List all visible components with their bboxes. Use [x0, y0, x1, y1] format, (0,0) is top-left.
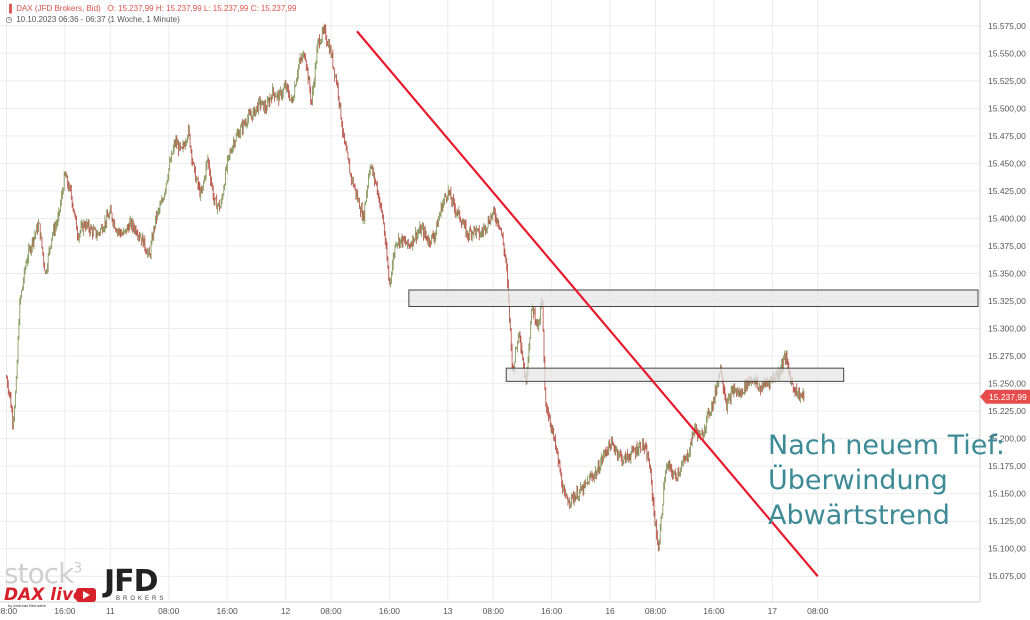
daxlive-logo-subtitle: by Andreas Bernstein [8, 603, 47, 608]
ohlc-readout: O: 15.237,99 H: 15.237,99 L: 15.237,99 C… [107, 4, 297, 13]
y-tick-label: 15.300,00 [988, 324, 1026, 334]
annotation-line-2: Überwindung [768, 465, 948, 496]
trendline-layer [356, 30, 819, 577]
bar-chart-icon: ▐ [6, 4, 12, 13]
x-tick-label: 08:00 [807, 606, 829, 616]
y-tick-label: 15.150,00 [988, 489, 1026, 499]
x-tick-label: 16:00 [703, 606, 725, 616]
chart-grid [0, 0, 980, 602]
play-icon [76, 588, 96, 602]
x-tick-label: 08:00 [483, 606, 505, 616]
y-tick-label: 15.075,00 [988, 571, 1026, 581]
annotation-line-3: Abwärtstrend [768, 500, 950, 531]
x-tick-label: 08:00 [645, 606, 667, 616]
x-tick-label: 08:00 [158, 606, 180, 616]
stock3-logo-text: stock [4, 557, 74, 590]
last-price-tag: 15.237,99 [980, 389, 1030, 404]
chart-header-line1: ▐ DAX (JFD Brokers, Bid) O: 15.237,99 H:… [4, 4, 296, 13]
stock3-logo: stock3 [4, 557, 82, 590]
daxlive-logo: DAX live [4, 585, 85, 605]
x-tick-label: 08:00 [320, 606, 342, 616]
x-tick-label: 17 [768, 606, 778, 616]
x-axis: 08:00 16:00 11 08:00 16:00 12 08:00 16:00 13 08:0… [0, 601, 980, 616]
x-tick-label: 16:00 [54, 606, 76, 616]
jfd-logo-subtitle: BROKERS [116, 596, 167, 602]
x-tick-label: 12 [281, 606, 291, 616]
y-tick-label: 15.525,00 [988, 76, 1026, 86]
y-tick-label: 15.275,00 [988, 351, 1026, 361]
y-tick-label: 15.100,00 [988, 544, 1026, 554]
y-tick-label: 15.375,00 [988, 241, 1026, 251]
price-series [6, 23, 805, 552]
y-tick-label: 15.350,00 [988, 268, 1026, 278]
y-tick-label: 15.400,00 [988, 213, 1026, 223]
x-tick-label: 11 [106, 606, 115, 616]
resistance-zone [408, 289, 979, 308]
clock-icon: ◷ [5, 15, 13, 24]
y-tick-label: 15.125,00 [988, 516, 1026, 526]
stock3-logo-sup: 3 [73, 560, 82, 577]
y-tick-label: 15.250,00 [988, 379, 1026, 389]
x-tick-label: 16 [605, 606, 615, 616]
y-tick-label: 15.475,00 [988, 131, 1026, 141]
price-tag-shape [980, 389, 1030, 404]
y-tick-label: 15.425,00 [988, 186, 1026, 196]
x-tick-label: 08:00 [0, 606, 17, 616]
resistance-zone [505, 367, 845, 382]
chart-header-line2: ◷ 10.10.2023 06:36 - 06:37 (1 Woche, 1 M… [4, 15, 180, 24]
y-tick-label: 15.200,00 [988, 434, 1026, 444]
y-tick-label: 15.225,00 [988, 406, 1026, 416]
annotation-line-1: Nach neuem Tief: [768, 430, 1006, 461]
y-tick-label: 15.575,00 [988, 21, 1026, 31]
downtrend-line [356, 30, 819, 577]
instrument-title: DAX (JFD Brokers, Bid) [16, 4, 101, 13]
y-axis: 15.075,00 15.100,00 15.125,00 15.150,00 15.1… [979, 0, 1026, 602]
y-tick-label: 15.450,00 [988, 158, 1026, 168]
x-tick-label: 16:00 [217, 606, 239, 616]
y-tick-label: 15.550,00 [988, 48, 1026, 58]
price-tag-label: 15.237,99 [989, 392, 1027, 402]
y-tick-label: 15.175,00 [988, 461, 1026, 471]
chart-annotation: Nach neuem Tief: Überwindung Abwärtstren… [768, 428, 1005, 533]
x-tick-label: 16:00 [541, 606, 563, 616]
time-range-readout: 10.10.2023 06:36 - 06:37 (1 Woche, 1 Min… [16, 15, 180, 24]
resistance-zones [408, 289, 979, 382]
x-tick-label: 13 [443, 606, 453, 616]
jfd-logo: JFD [104, 564, 159, 599]
y-tick-label: 15.325,00 [988, 296, 1026, 306]
y-tick-label: 15.500,00 [988, 103, 1026, 113]
x-tick-label: 16:00 [379, 606, 401, 616]
